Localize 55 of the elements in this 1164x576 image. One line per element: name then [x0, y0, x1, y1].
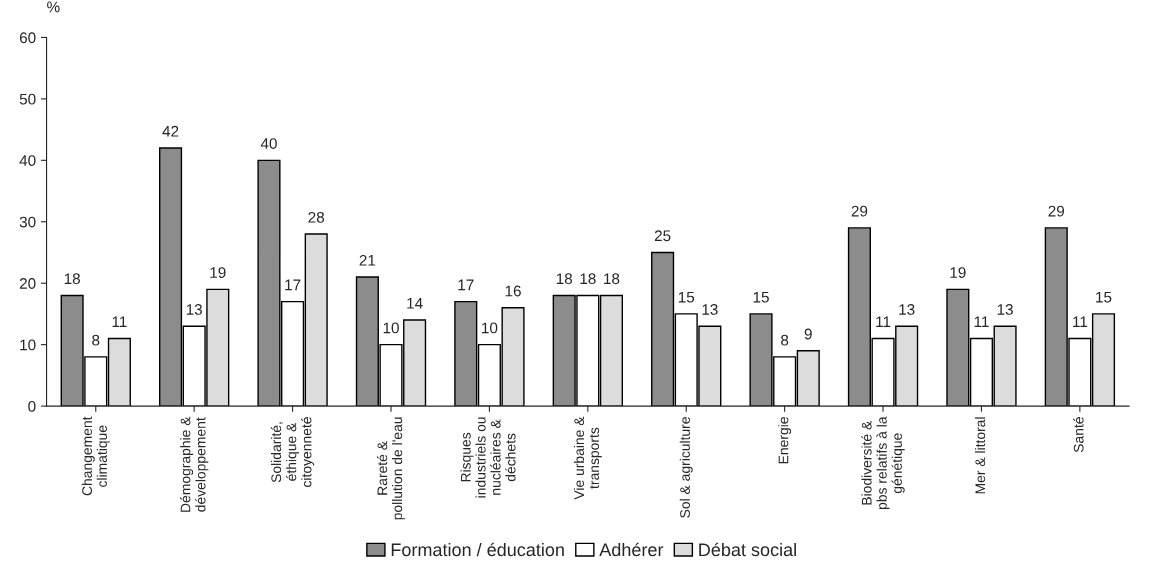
x-tick-label: Démographie & développement — [180, 416, 209, 512]
data-label: 19 — [950, 267, 966, 278]
x-tick-label: Risques industriels ou nucléaires & déchets — [460, 417, 516, 498]
x-tick-label: Solidarité, éthique & citoyenneté — [270, 417, 315, 487]
data-label: 15 — [753, 291, 769, 303]
data-label: 25 — [654, 230, 671, 242]
x-tick-label: Vie urbaine & transports — [573, 416, 602, 500]
data-label: 18 — [580, 273, 596, 285]
data-label: 11 — [112, 316, 127, 327]
data-label: 15 — [678, 291, 695, 303]
y-tick-label: 60 — [19, 32, 36, 44]
y-tick-label: 50 — [19, 93, 36, 105]
data-label: 10 — [383, 322, 399, 334]
data-label: 9 — [804, 328, 812, 340]
data-label: 13 — [899, 304, 915, 315]
data-label: 13 — [997, 304, 1013, 315]
data-label: 13 — [702, 304, 718, 315]
y-tick-label: 20 — [19, 278, 36, 289]
data-label: 11 — [974, 316, 989, 327]
data-label: 8 — [781, 334, 789, 346]
x-tick-label: Mer & littoral — [974, 417, 986, 494]
data-label: 14 — [407, 298, 423, 309]
legend-label: Adhérer — [599, 542, 664, 557]
data-label: 21 — [359, 254, 376, 266]
data-label: 11 — [1073, 316, 1088, 327]
data-label: 11 — [876, 316, 891, 327]
data-label: 10 — [482, 322, 498, 334]
data-label: 18 — [64, 273, 80, 285]
data-label: 28 — [308, 211, 325, 223]
y-tick-label: 30 — [19, 216, 36, 228]
data-label: 29 — [851, 205, 868, 217]
y-tick-label: 0 — [28, 400, 36, 412]
y-axis-title: % — [47, 1, 60, 13]
x-tick-label: Biodiversité & pbs relatifs à la génétique — [861, 416, 905, 510]
data-label: 18 — [556, 273, 573, 285]
data-label: 42 — [162, 125, 179, 137]
y-tick-label: 10 — [20, 339, 36, 351]
data-label: 16 — [505, 285, 521, 297]
x-tick-label: Changement climatique — [81, 416, 110, 496]
data-label: 29 — [1048, 205, 1065, 217]
x-tick-label: Energie — [778, 417, 792, 464]
x-tick-label: Rareté & pollution de l'eau — [376, 417, 405, 520]
x-tick-label: Santé — [1073, 417, 1084, 453]
data-label: 40 — [260, 138, 277, 149]
data-label: 17 — [285, 279, 301, 291]
x-tick-label: Sol & agriculture — [679, 417, 693, 518]
data-label: 18 — [604, 273, 620, 285]
legend-label: Formation / éducation — [391, 542, 564, 557]
legend-label: Débat social — [699, 542, 796, 557]
data-label: 13 — [186, 304, 202, 315]
data-label: 8 — [92, 334, 100, 346]
data-label: 17 — [458, 279, 474, 291]
y-tick-label: 40 — [19, 155, 36, 167]
data-label: 15 — [1096, 291, 1112, 303]
data-label: 19 — [210, 267, 226, 278]
